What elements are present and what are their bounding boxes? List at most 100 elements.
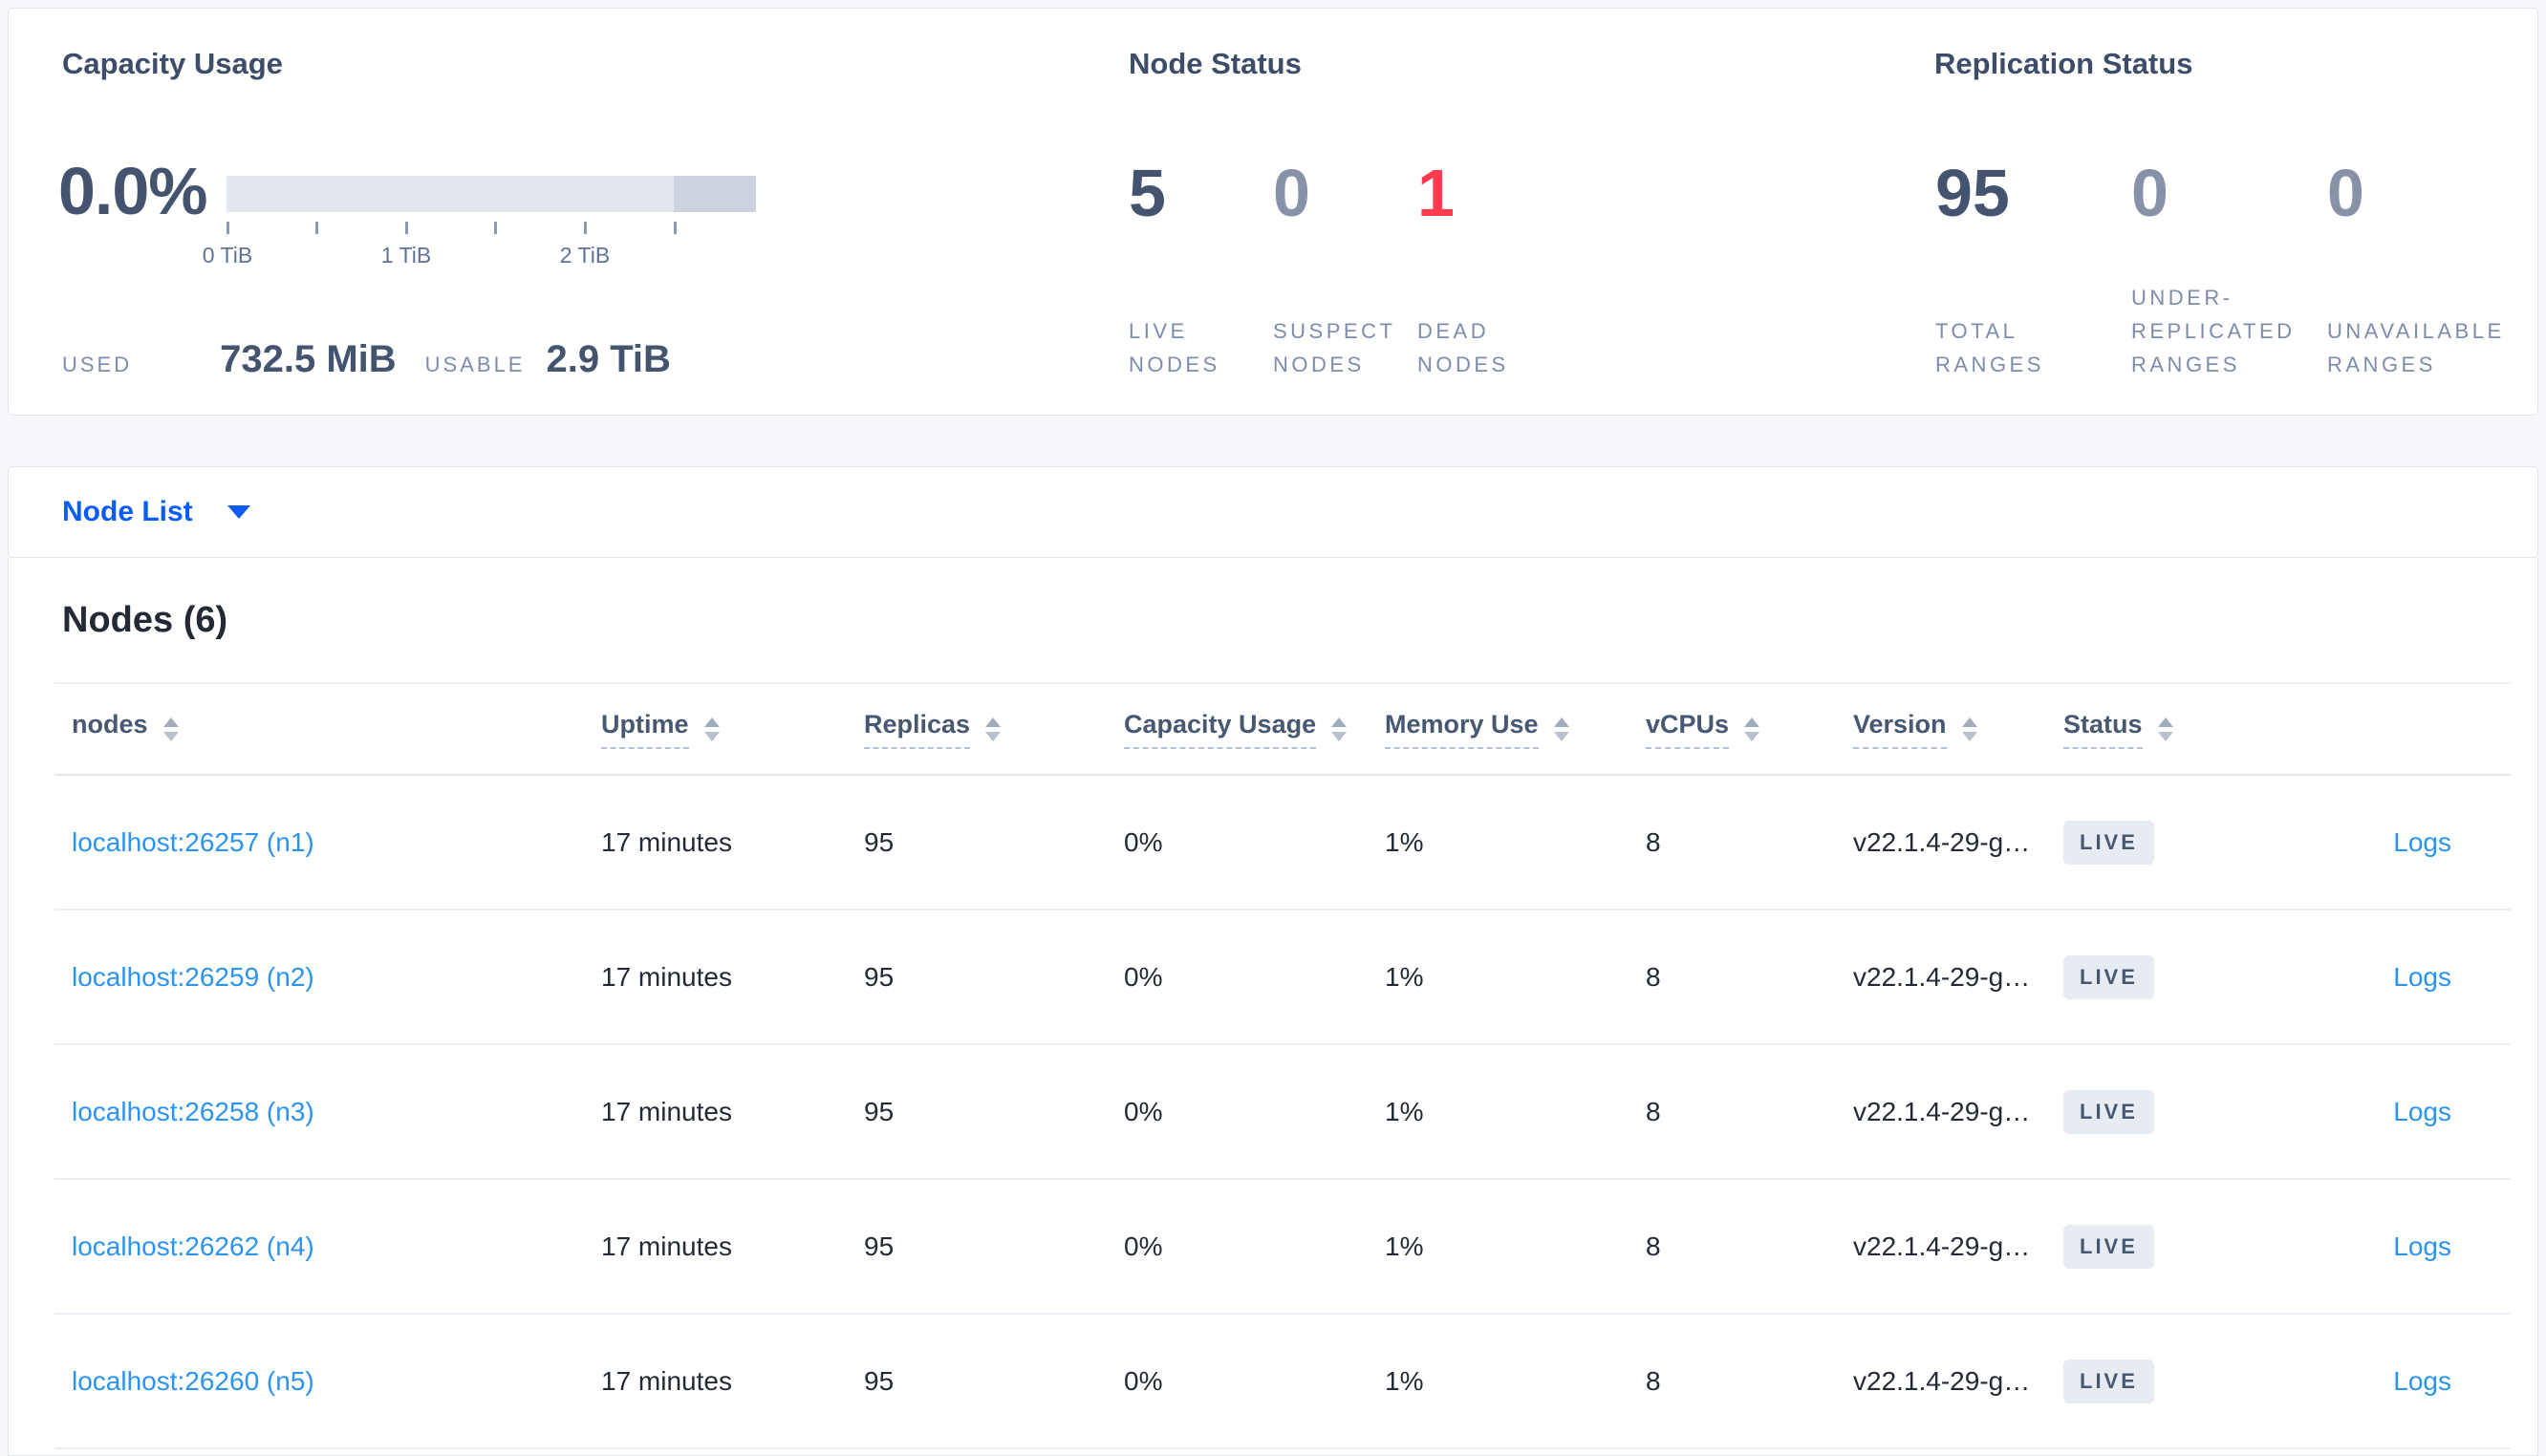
node-status-stats: 5 LIVE NODES 0 SUSPECT NODES 1 DEAD NODE… — [1129, 160, 1562, 381]
sort-icon — [1744, 717, 1760, 741]
axis-tick — [315, 222, 318, 234]
replicas-cell: 95 — [864, 826, 895, 857]
nodes-section-title: Nodes (6) — [62, 600, 228, 640]
node-address-cell: localhost:26259 (n2) — [54, 962, 601, 993]
status-cell: LIVE — [2063, 1359, 2264, 1403]
logs-link[interactable]: Logs — [2393, 1096, 2451, 1126]
cluster-summary-panel: Capacity Usage 0.0% 0 TiB 1 TiB 2 TiB US… — [8, 8, 2538, 416]
version-cell: v22.1.4-29-g… — [1853, 961, 2031, 992]
vcpus-cell: 8 — [1646, 826, 1661, 857]
dead-nodes-label: DEAD NODES — [1417, 319, 1509, 376]
version-cell: v22.1.4-29-g… — [1853, 1365, 2031, 1396]
nodes-panel: Nodes (6) nodes Uptime Replicas Capacity… — [8, 558, 2538, 1456]
under-replicated-ranges-stat: 0 UNDER- REPLICATED RANGES — [2131, 160, 2327, 381]
capacity-usage-cell: 0% — [1124, 1231, 1163, 1261]
suspect-nodes-count: 0 — [1273, 156, 1310, 230]
node-address-link[interactable]: localhost:26260 (n5) — [72, 1365, 314, 1396]
node-address-link[interactable]: localhost:26262 (n4) — [72, 1231, 314, 1261]
memory-use-cell: 1% — [1385, 1096, 1424, 1126]
capacity-usage-cell: 0% — [1124, 961, 1163, 992]
table-row: localhost:26259 (n2) 17 minutes 95 0% 1%… — [54, 910, 2511, 1045]
version-cell: v22.1.4-29-g… — [1853, 826, 2031, 857]
logs-link[interactable]: Logs — [2393, 1365, 2451, 1396]
replicas-cell: 95 — [864, 961, 895, 992]
usable-value: 2.9 TiB — [546, 338, 671, 380]
replication-status-stats: 95 TOTAL RANGES 0 UNDER- REPLICATED RANG… — [1935, 160, 2523, 381]
live-nodes-count: 5 — [1129, 156, 1166, 230]
vcpus-cell: 8 — [1646, 961, 1661, 992]
axis-tick-label: 1 TiB — [380, 243, 432, 268]
sort-icon — [2157, 717, 2173, 741]
table-row: localhost:26262 (n4) 17 minutes 95 0% 1%… — [54, 1180, 2511, 1315]
replicas-cell: 95 — [864, 1365, 895, 1396]
vcpus-cell: 8 — [1646, 1365, 1661, 1396]
node-address-link[interactable]: localhost:26257 (n1) — [72, 826, 314, 857]
memory-use-cell: 1% — [1385, 1365, 1424, 1396]
sort-icon — [1331, 717, 1348, 741]
node-address-link[interactable]: localhost:26258 (n3) — [72, 1096, 314, 1126]
node-address-cell: localhost:26262 (n4) — [54, 1231, 601, 1262]
unavailable-ranges-stat: 0 UNAVAILABLE RANGES — [2327, 160, 2523, 381]
view-selector-panel: Node List — [8, 466, 2538, 558]
sort-icon — [1961, 717, 1977, 741]
status-cell: LIVE — [2063, 1089, 2264, 1134]
uptime-cell: 17 minutes — [601, 961, 732, 992]
node-address-link[interactable]: localhost:26259 (n2) — [72, 961, 314, 992]
unavailable-ranges-label: UNAVAILABLE RANGES — [2327, 319, 2505, 376]
dead-nodes-stat: 1 DEAD NODES — [1417, 160, 1562, 381]
axis-tick — [227, 222, 229, 234]
node-address-cell: localhost:26257 (n1) — [54, 827, 601, 858]
chevron-down-icon — [227, 505, 250, 519]
memory-use-cell: 1% — [1385, 1231, 1424, 1261]
column-header-status[interactable]: Status — [2063, 710, 2264, 749]
node-address-cell: localhost:26260 (n5) — [54, 1366, 601, 1397]
memory-use-cell: 1% — [1385, 961, 1424, 992]
total-ranges-stat: 95 TOTAL RANGES — [1935, 160, 2131, 381]
table-row: localhost:26260 (n5) 17 minutes 95 0% 1%… — [54, 1315, 2511, 1449]
capacity-bar-axis: 0 TiB 1 TiB 2 TiB — [203, 222, 756, 279]
axis-tick — [405, 222, 408, 234]
sort-icon — [985, 717, 1002, 741]
usable-label: USABLE — [424, 353, 526, 376]
replicas-cell: 95 — [864, 1231, 895, 1261]
logs-link[interactable]: Logs — [2393, 1231, 2451, 1261]
uptime-cell: 17 minutes — [601, 1231, 732, 1261]
column-header-vcpus[interactable]: vCPUs — [1646, 710, 1853, 749]
node-address-cell: localhost:26258 (n3) — [54, 1097, 601, 1127]
uptime-cell: 17 minutes — [601, 826, 732, 857]
unavailable-ranges-count: 0 — [2327, 156, 2364, 230]
column-header-uptime[interactable]: Uptime — [601, 710, 864, 749]
dead-nodes-count: 1 — [1417, 156, 1455, 230]
logs-link[interactable]: Logs — [2393, 961, 2451, 992]
status-cell: LIVE — [2063, 820, 2264, 865]
axis-tick — [674, 222, 677, 234]
column-header-memory-use[interactable]: Memory Use — [1385, 710, 1646, 749]
used-value: 732.5 MiB — [220, 338, 397, 380]
capacity-usage-bar — [227, 176, 756, 212]
status-cell: LIVE — [2063, 1224, 2264, 1269]
sort-icon — [1553, 717, 1569, 741]
column-header-nodes[interactable]: nodes — [54, 710, 601, 749]
column-header-replicas[interactable]: Replicas — [864, 710, 1124, 749]
table-row: localhost:26257 (n1) 17 minutes 95 0% 1%… — [54, 776, 2511, 910]
suspect-nodes-stat: 0 SUSPECT NODES — [1273, 160, 1417, 381]
column-header-version[interactable]: Version — [1853, 710, 2063, 749]
nodes-table-body: localhost:26257 (n1) 17 minutes 95 0% 1%… — [54, 776, 2511, 1449]
logs-cell: Logs — [2264, 1097, 2511, 1127]
memory-use-cell: 1% — [1385, 826, 1424, 857]
logs-cell: Logs — [2264, 962, 2511, 993]
logs-link[interactable]: Logs — [2393, 826, 2451, 857]
uptime-cell: 17 minutes — [601, 1096, 732, 1126]
capacity-usage-cell: 0% — [1124, 1365, 1163, 1396]
column-header-capacity-usage[interactable]: Capacity Usage — [1124, 710, 1385, 749]
logs-cell: Logs — [2264, 827, 2511, 858]
suspect-nodes-label: SUSPECT NODES — [1273, 319, 1396, 376]
view-selector-dropdown[interactable]: Node List — [62, 496, 250, 528]
status-badge: LIVE — [2063, 820, 2154, 865]
total-ranges-count: 95 — [1935, 156, 2010, 230]
replicas-cell: 95 — [864, 1096, 895, 1126]
nodes-table: nodes Uptime Replicas Capacity Usage Mem… — [54, 682, 2511, 1449]
status-badge: LIVE — [2063, 1359, 2154, 1403]
axis-tick-label: 2 TiB — [559, 243, 611, 268]
status-badge: LIVE — [2063, 1224, 2154, 1269]
